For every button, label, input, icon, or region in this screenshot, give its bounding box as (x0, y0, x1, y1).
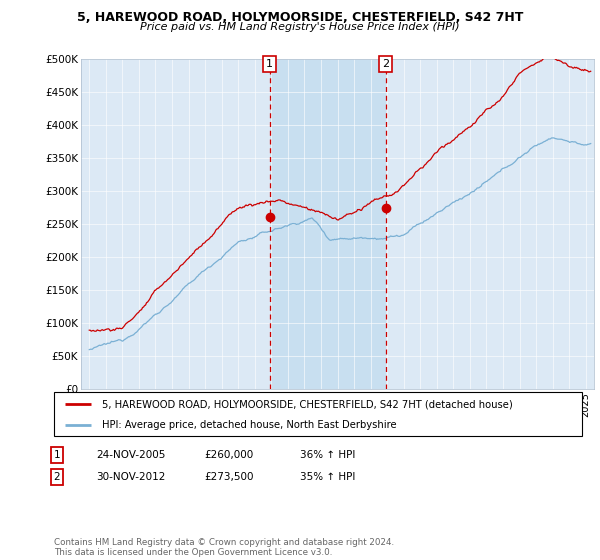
Bar (269, 59, 386, 389)
Text: Price paid vs. HM Land Registry's House Price Index (HPI): Price paid vs. HM Land Registry's House … (140, 22, 460, 32)
Text: 30-NOV-2012: 30-NOV-2012 (96, 472, 166, 482)
Text: 2: 2 (53, 472, 61, 482)
Text: 1: 1 (53, 450, 61, 460)
Text: 5, HAREWOOD ROAD, HOLYMOORSIDE, CHESTERFIELD, S42 7HT: 5, HAREWOOD ROAD, HOLYMOORSIDE, CHESTERF… (77, 11, 523, 24)
Text: 1: 1 (266, 59, 273, 69)
Text: 35% ↑ HPI: 35% ↑ HPI (300, 472, 355, 482)
FancyBboxPatch shape (54, 392, 582, 436)
Text: £260,000: £260,000 (204, 450, 253, 460)
Text: 24-NOV-2005: 24-NOV-2005 (96, 450, 166, 460)
Text: 2: 2 (382, 59, 389, 69)
Text: £273,500: £273,500 (204, 472, 253, 482)
Text: HPI: Average price, detached house, North East Derbyshire: HPI: Average price, detached house, Nort… (101, 420, 396, 430)
Text: 5, HAREWOOD ROAD, HOLYMOORSIDE, CHESTERFIELD, S42 7HT (detached house): 5, HAREWOOD ROAD, HOLYMOORSIDE, CHESTERF… (101, 399, 512, 409)
Text: Contains HM Land Registry data © Crown copyright and database right 2024.
This d: Contains HM Land Registry data © Crown c… (54, 538, 394, 557)
Text: 36% ↑ HPI: 36% ↑ HPI (300, 450, 355, 460)
